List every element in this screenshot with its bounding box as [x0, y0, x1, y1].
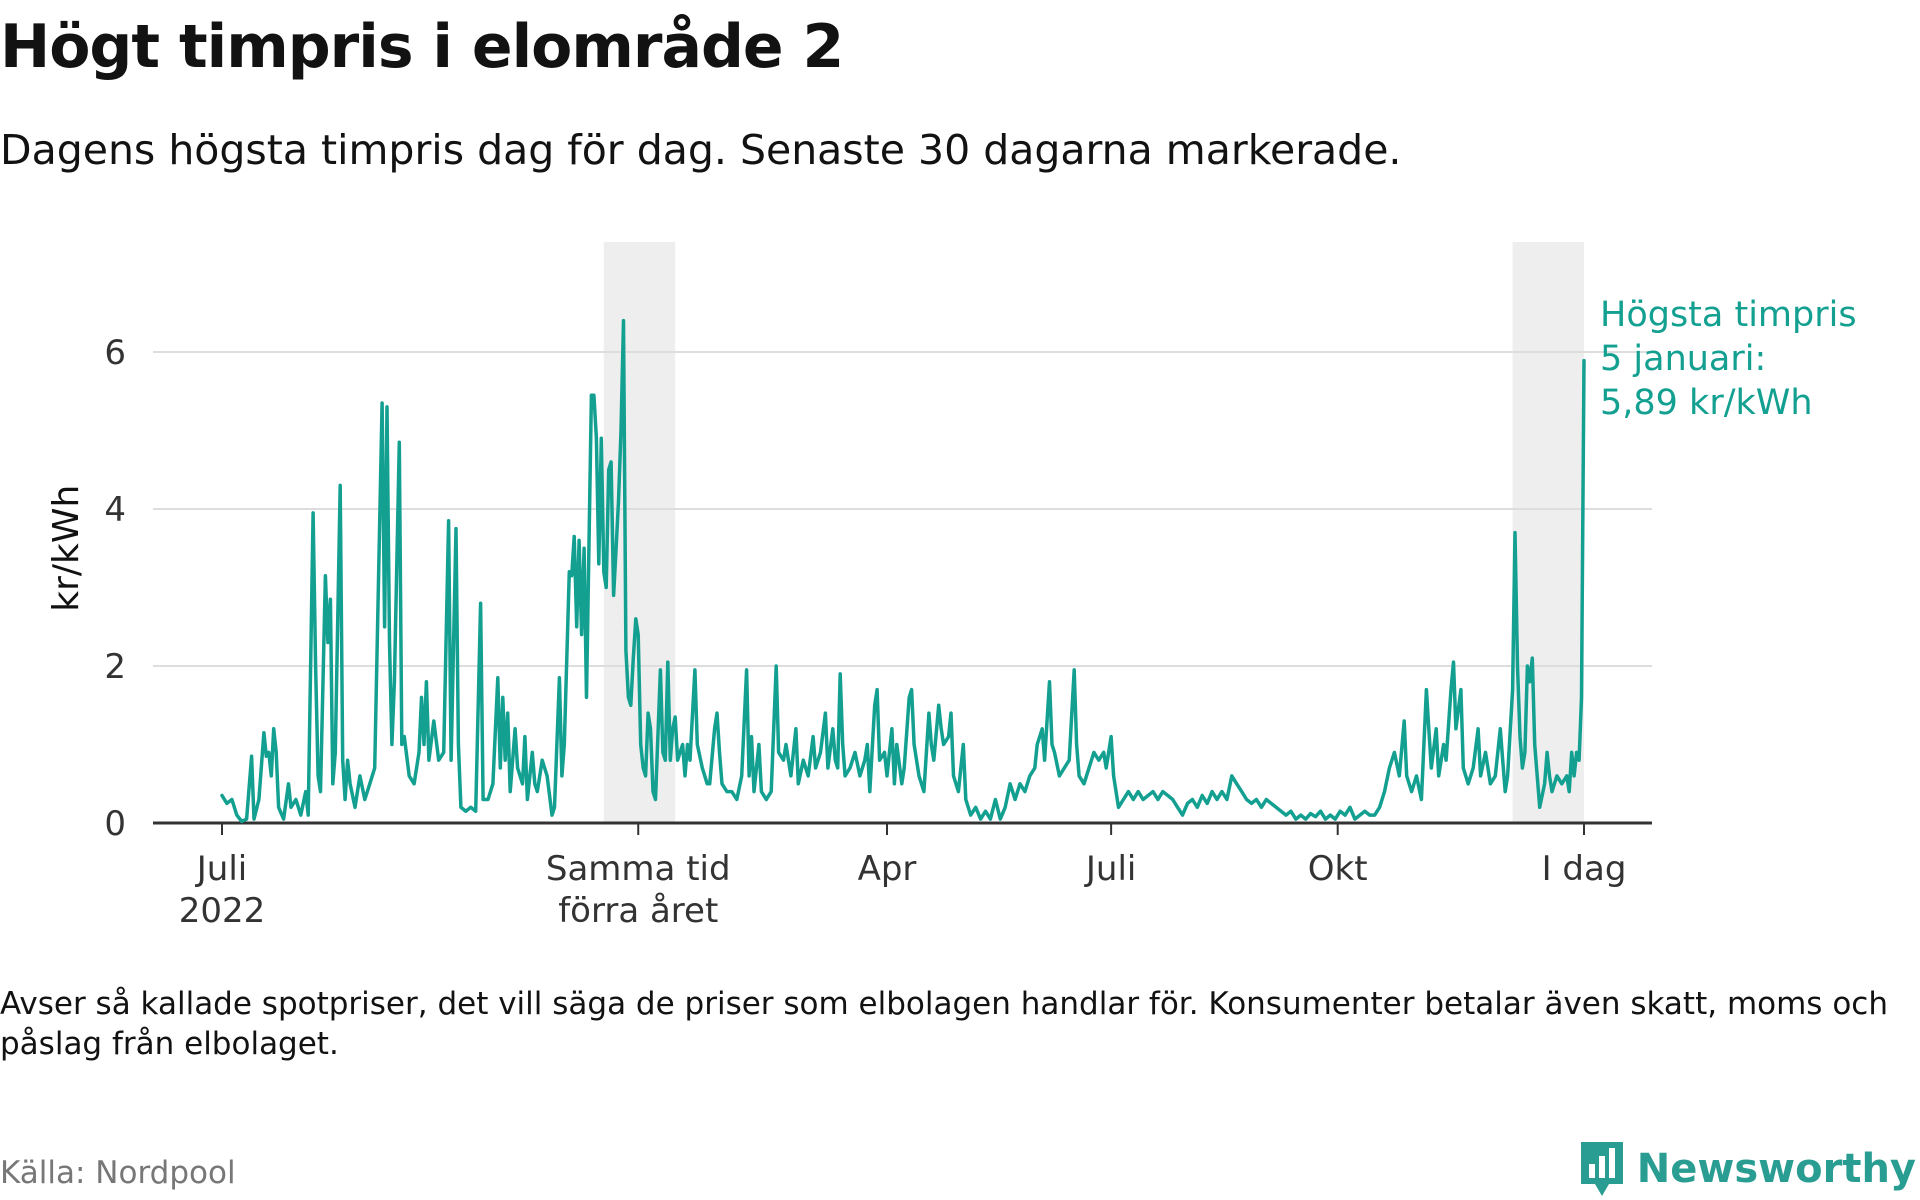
y-axis-label: kr/kWh [46, 485, 87, 612]
brand-logo: Newsworthy [1577, 1138, 1916, 1200]
x-tick-label-6: I dag [1542, 849, 1627, 889]
y-tick-label-2: 2 [104, 647, 126, 687]
page-subtitle: Dagens högsta timpris dag för dag. Senas… [0, 126, 1402, 174]
newsworthy-logo-icon [1580, 1142, 1623, 1196]
y-tick-label-4: 4 [104, 490, 126, 530]
y-tick-labels: 0 2 4 6 [104, 333, 126, 844]
price-chart: 0 2 4 6 Juli 2022 Samma tid förra året Apr Juli O… [46, 242, 1857, 931]
page-title: Högt timpris i elområde 2 [0, 12, 844, 82]
series-line [220, 318, 1586, 824]
y-tick-label-6: 6 [104, 333, 126, 373]
y-tick-label-0: 0 [104, 804, 126, 844]
x-tick-label-2: Samma tid förra året [546, 849, 731, 931]
annotation: Högsta timpris 5 januari: 5,89 kr/kWh [1600, 295, 1857, 423]
highlight-bands [603, 242, 1584, 823]
x-tick-label-3: Apr [858, 849, 917, 889]
source-label: Källa: Nordpool [0, 1155, 236, 1191]
x-tick-label-1: Juli 2022 [179, 849, 266, 931]
footnote: Avser så kallade spotpriser, det vill sä… [0, 986, 1888, 1062]
x-tick-label-5: Okt [1308, 849, 1368, 889]
highlight-band-2 [1512, 242, 1584, 823]
annotation-text: Högsta timpris 5 januari: 5,89 kr/kWh [1600, 295, 1857, 423]
x-axis: Juli 2022 Samma tid förra året Apr Juli Okt I d… [153, 821, 1652, 931]
x-tick-label-4: Juli [1084, 849, 1136, 889]
brand-name: Newsworthy [1636, 1146, 1916, 1192]
